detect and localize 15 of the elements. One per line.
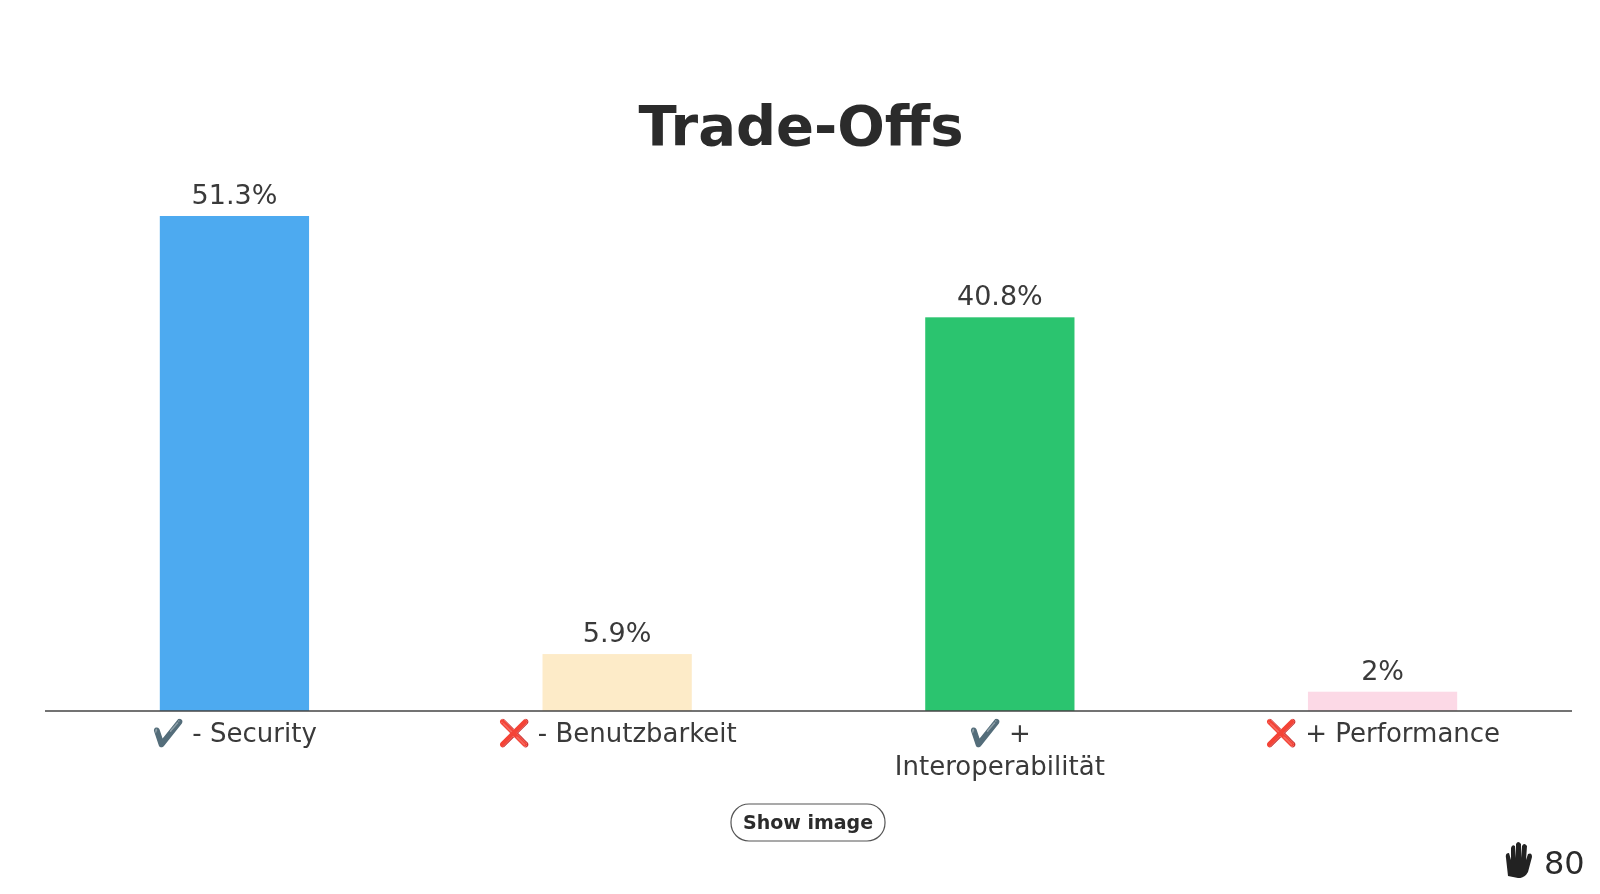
data-label: 2% xyxy=(1361,654,1404,686)
x-tick-label: ❌ + Performance xyxy=(1265,718,1501,749)
bar xyxy=(925,317,1075,711)
bar xyxy=(1307,691,1458,711)
text: 80 xyxy=(1544,844,1585,882)
data-label: 5.9% xyxy=(582,617,652,649)
bar xyxy=(159,216,310,711)
text: Show image xyxy=(742,811,874,833)
x-tick-label: ✔ - Security xyxy=(152,718,317,748)
data-label: 51.3% xyxy=(191,179,278,210)
chart-title: Trade-Offs xyxy=(638,93,964,158)
bar xyxy=(542,654,692,711)
x-tick-label: ✔ + Interoperabilität xyxy=(894,718,1105,781)
x-tick-label: ❌ - Benutzbarkeit xyxy=(497,718,737,749)
data-label: 40.8% xyxy=(956,280,1043,312)
